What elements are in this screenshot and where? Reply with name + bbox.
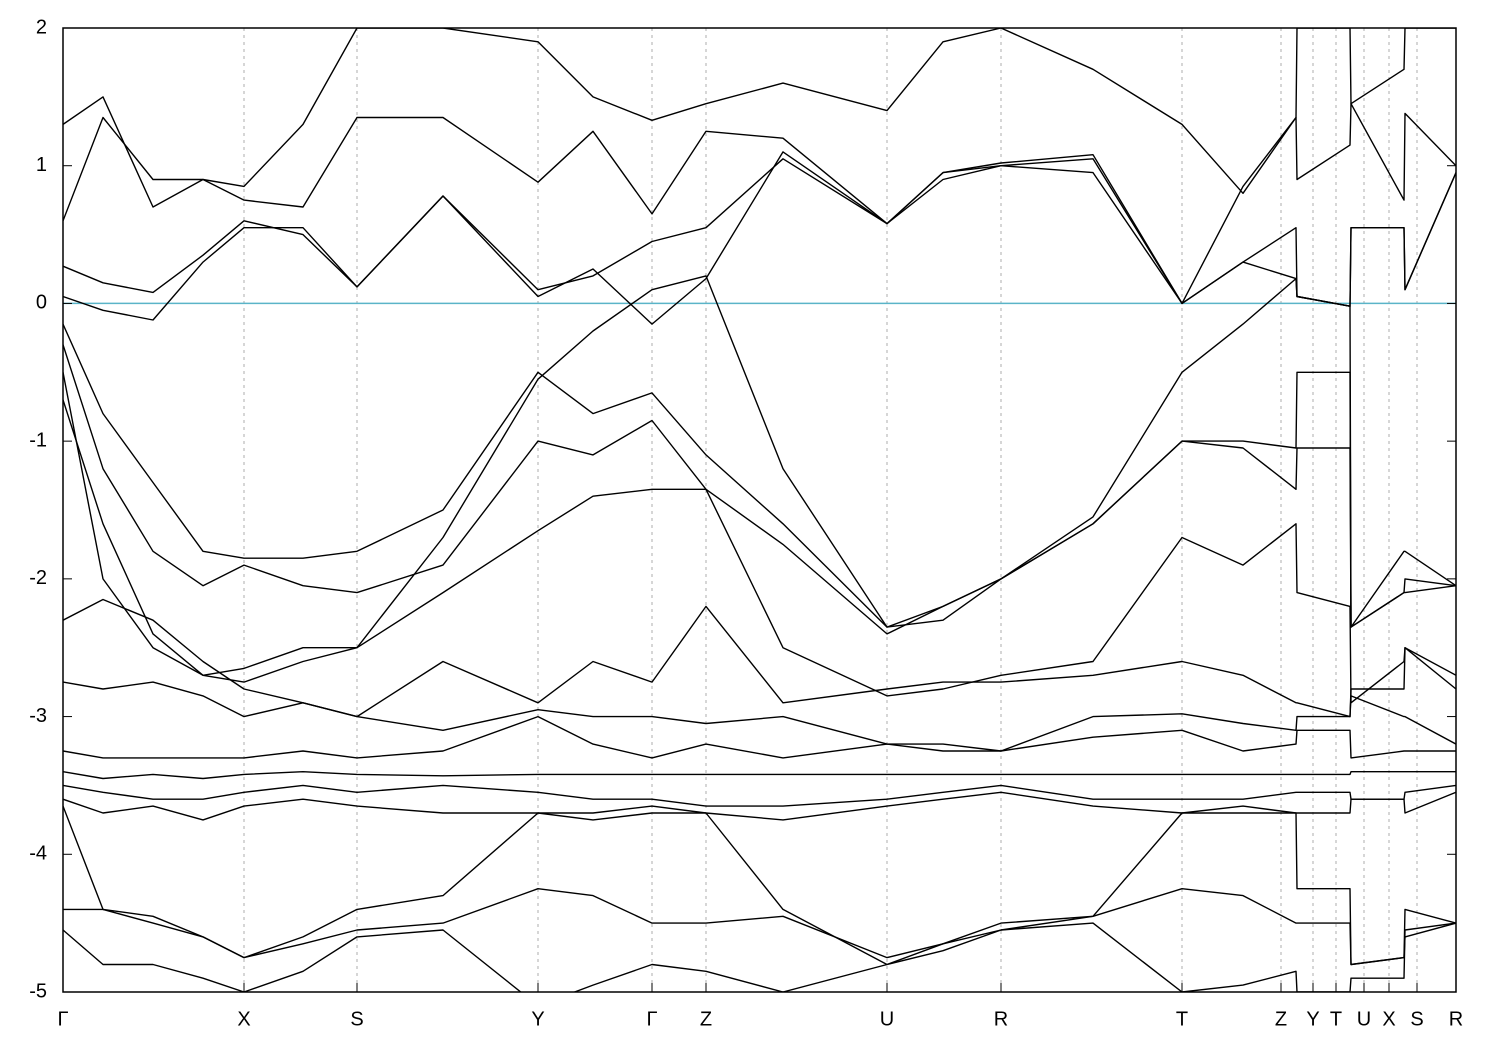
x-tick-label: X bbox=[1382, 1008, 1395, 1030]
y-tick-label: 1 bbox=[36, 154, 47, 176]
x-tick-label: Y bbox=[1306, 1008, 1319, 1030]
x-tick-label: Y bbox=[531, 1008, 544, 1030]
band bbox=[63, 344, 1456, 635]
band bbox=[63, 784, 1456, 807]
band bbox=[63, 922, 1456, 992]
x-tick-label: R bbox=[1449, 1008, 1463, 1030]
band bbox=[63, 791, 1456, 821]
band bbox=[63, 323, 1456, 628]
band bbox=[63, 598, 1456, 718]
x-tick-label: Γ bbox=[646, 1008, 657, 1030]
band bbox=[63, 28, 1456, 208]
x-tick-label: Γ bbox=[57, 1008, 68, 1030]
band bbox=[63, 103, 1456, 305]
x-tick-label: S bbox=[1410, 1008, 1423, 1030]
x-tick-label: U bbox=[1357, 1008, 1371, 1030]
x-tick-label: X bbox=[237, 1008, 250, 1030]
y-tick-label: -4 bbox=[29, 843, 47, 865]
x-tick-label: S bbox=[350, 1008, 363, 1030]
band bbox=[63, 888, 1456, 966]
x-tick-label: T bbox=[1330, 1008, 1342, 1030]
y-tick-label: -2 bbox=[29, 567, 47, 589]
y-tick-label: 0 bbox=[36, 292, 47, 314]
y-tick-label: -5 bbox=[29, 980, 47, 1002]
band bbox=[63, 372, 1456, 704]
x-tick-label: U bbox=[880, 1008, 894, 1030]
x-tick-label: T bbox=[1176, 1008, 1188, 1030]
band bbox=[63, 771, 1456, 780]
y-tick-label: -3 bbox=[29, 705, 47, 727]
band bbox=[63, 715, 1456, 759]
bands bbox=[63, 28, 1456, 992]
band bbox=[63, 275, 1456, 683]
y-tick-label: 2 bbox=[36, 16, 47, 38]
x-tick-label: Z bbox=[1275, 1008, 1287, 1030]
x-tick-label: R bbox=[994, 1008, 1008, 1030]
plot-frame bbox=[62, 27, 1457, 993]
y-tick-label: -1 bbox=[29, 429, 47, 451]
x-tick-label: Z bbox=[700, 1008, 712, 1030]
band bbox=[63, 681, 1456, 752]
